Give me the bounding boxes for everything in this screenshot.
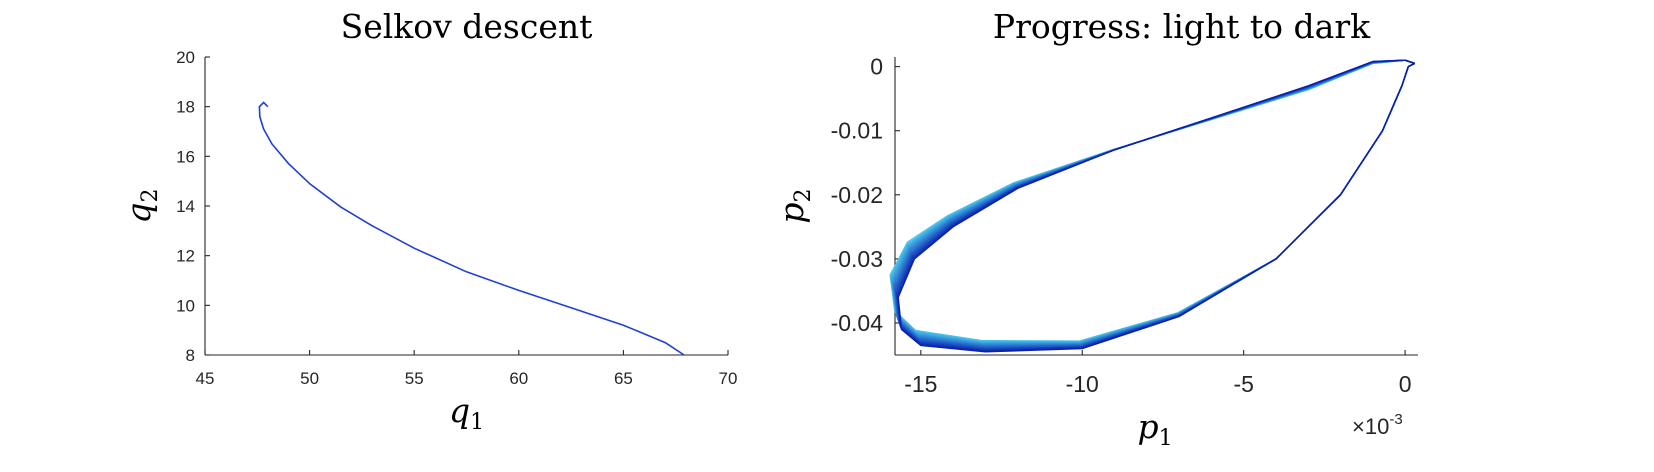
y-tick-label: -0.02 (831, 182, 883, 208)
x-exponent-label: ×10-3 (1352, 411, 1403, 439)
x-axis-label-sub: 1 (470, 410, 484, 435)
trajectory-line (890, 59, 1416, 343)
trajectory-line (890, 59, 1416, 343)
x-axis-label-base: p (1137, 407, 1158, 446)
y-tick-label: 16 (176, 147, 195, 166)
x-tick-label: 0 (1399, 371, 1412, 397)
y-tick-label: 18 (176, 98, 195, 117)
trajectory-line (892, 59, 1416, 346)
y-tick-label: -0.03 (831, 246, 883, 272)
trajectory-line (891, 59, 1416, 345)
y-axis-label: q2 (119, 188, 163, 223)
x-tick-label: -10 (1066, 371, 1099, 397)
series-line (258, 101, 685, 356)
x-axis-label: q1 (449, 391, 484, 435)
y-tick-label: 0 (870, 54, 883, 80)
x-axis-label: p1 (1137, 407, 1172, 451)
exponent-power: -3 (1389, 411, 1402, 428)
x-tick-label: 45 (196, 369, 215, 388)
y-axis-label-base: p (772, 202, 811, 223)
x-tick-label: 65 (614, 369, 633, 388)
x-tick-label: 55 (405, 369, 424, 388)
x-tick-label: -5 (1233, 371, 1253, 397)
y-tick-label: 12 (176, 247, 195, 266)
x-axis-label-sub: 1 (1159, 426, 1173, 451)
y-tick-label: 8 (186, 346, 195, 365)
y-tick-label: 10 (176, 296, 195, 315)
exponent-base: ×10 (1352, 414, 1389, 439)
y-axis-label-sub: 2 (138, 188, 163, 202)
trajectory-line (891, 59, 1416, 344)
y-axis-label: p2 (772, 188, 816, 223)
x-tick-label: 50 (300, 369, 319, 388)
trajectory-line (889, 59, 1416, 342)
y-tick-label: 20 (176, 48, 195, 67)
x-tick-label: 70 (719, 369, 738, 388)
x-tick-label: -15 (904, 371, 937, 397)
y-tick-label: 14 (176, 197, 195, 216)
y-tick-label: -0.01 (831, 118, 883, 144)
y-axis-label-sub: 2 (791, 188, 816, 202)
trajectory-line (897, 59, 1416, 353)
chart-title: Selkov descent (341, 7, 593, 46)
chart-progress: -15 -10 -5 0 0 -0.01 -0.02 -0.03 -0.04 ×10-3 Progr… (772, 7, 1418, 451)
y-tick-label: -0.04 (831, 310, 884, 336)
chart-title: Progress: light to dark (993, 7, 1371, 46)
x-axis-label-base: q (449, 391, 470, 430)
y-axis-label-base: q (119, 202, 158, 223)
x-tick-label: 60 (509, 369, 528, 388)
